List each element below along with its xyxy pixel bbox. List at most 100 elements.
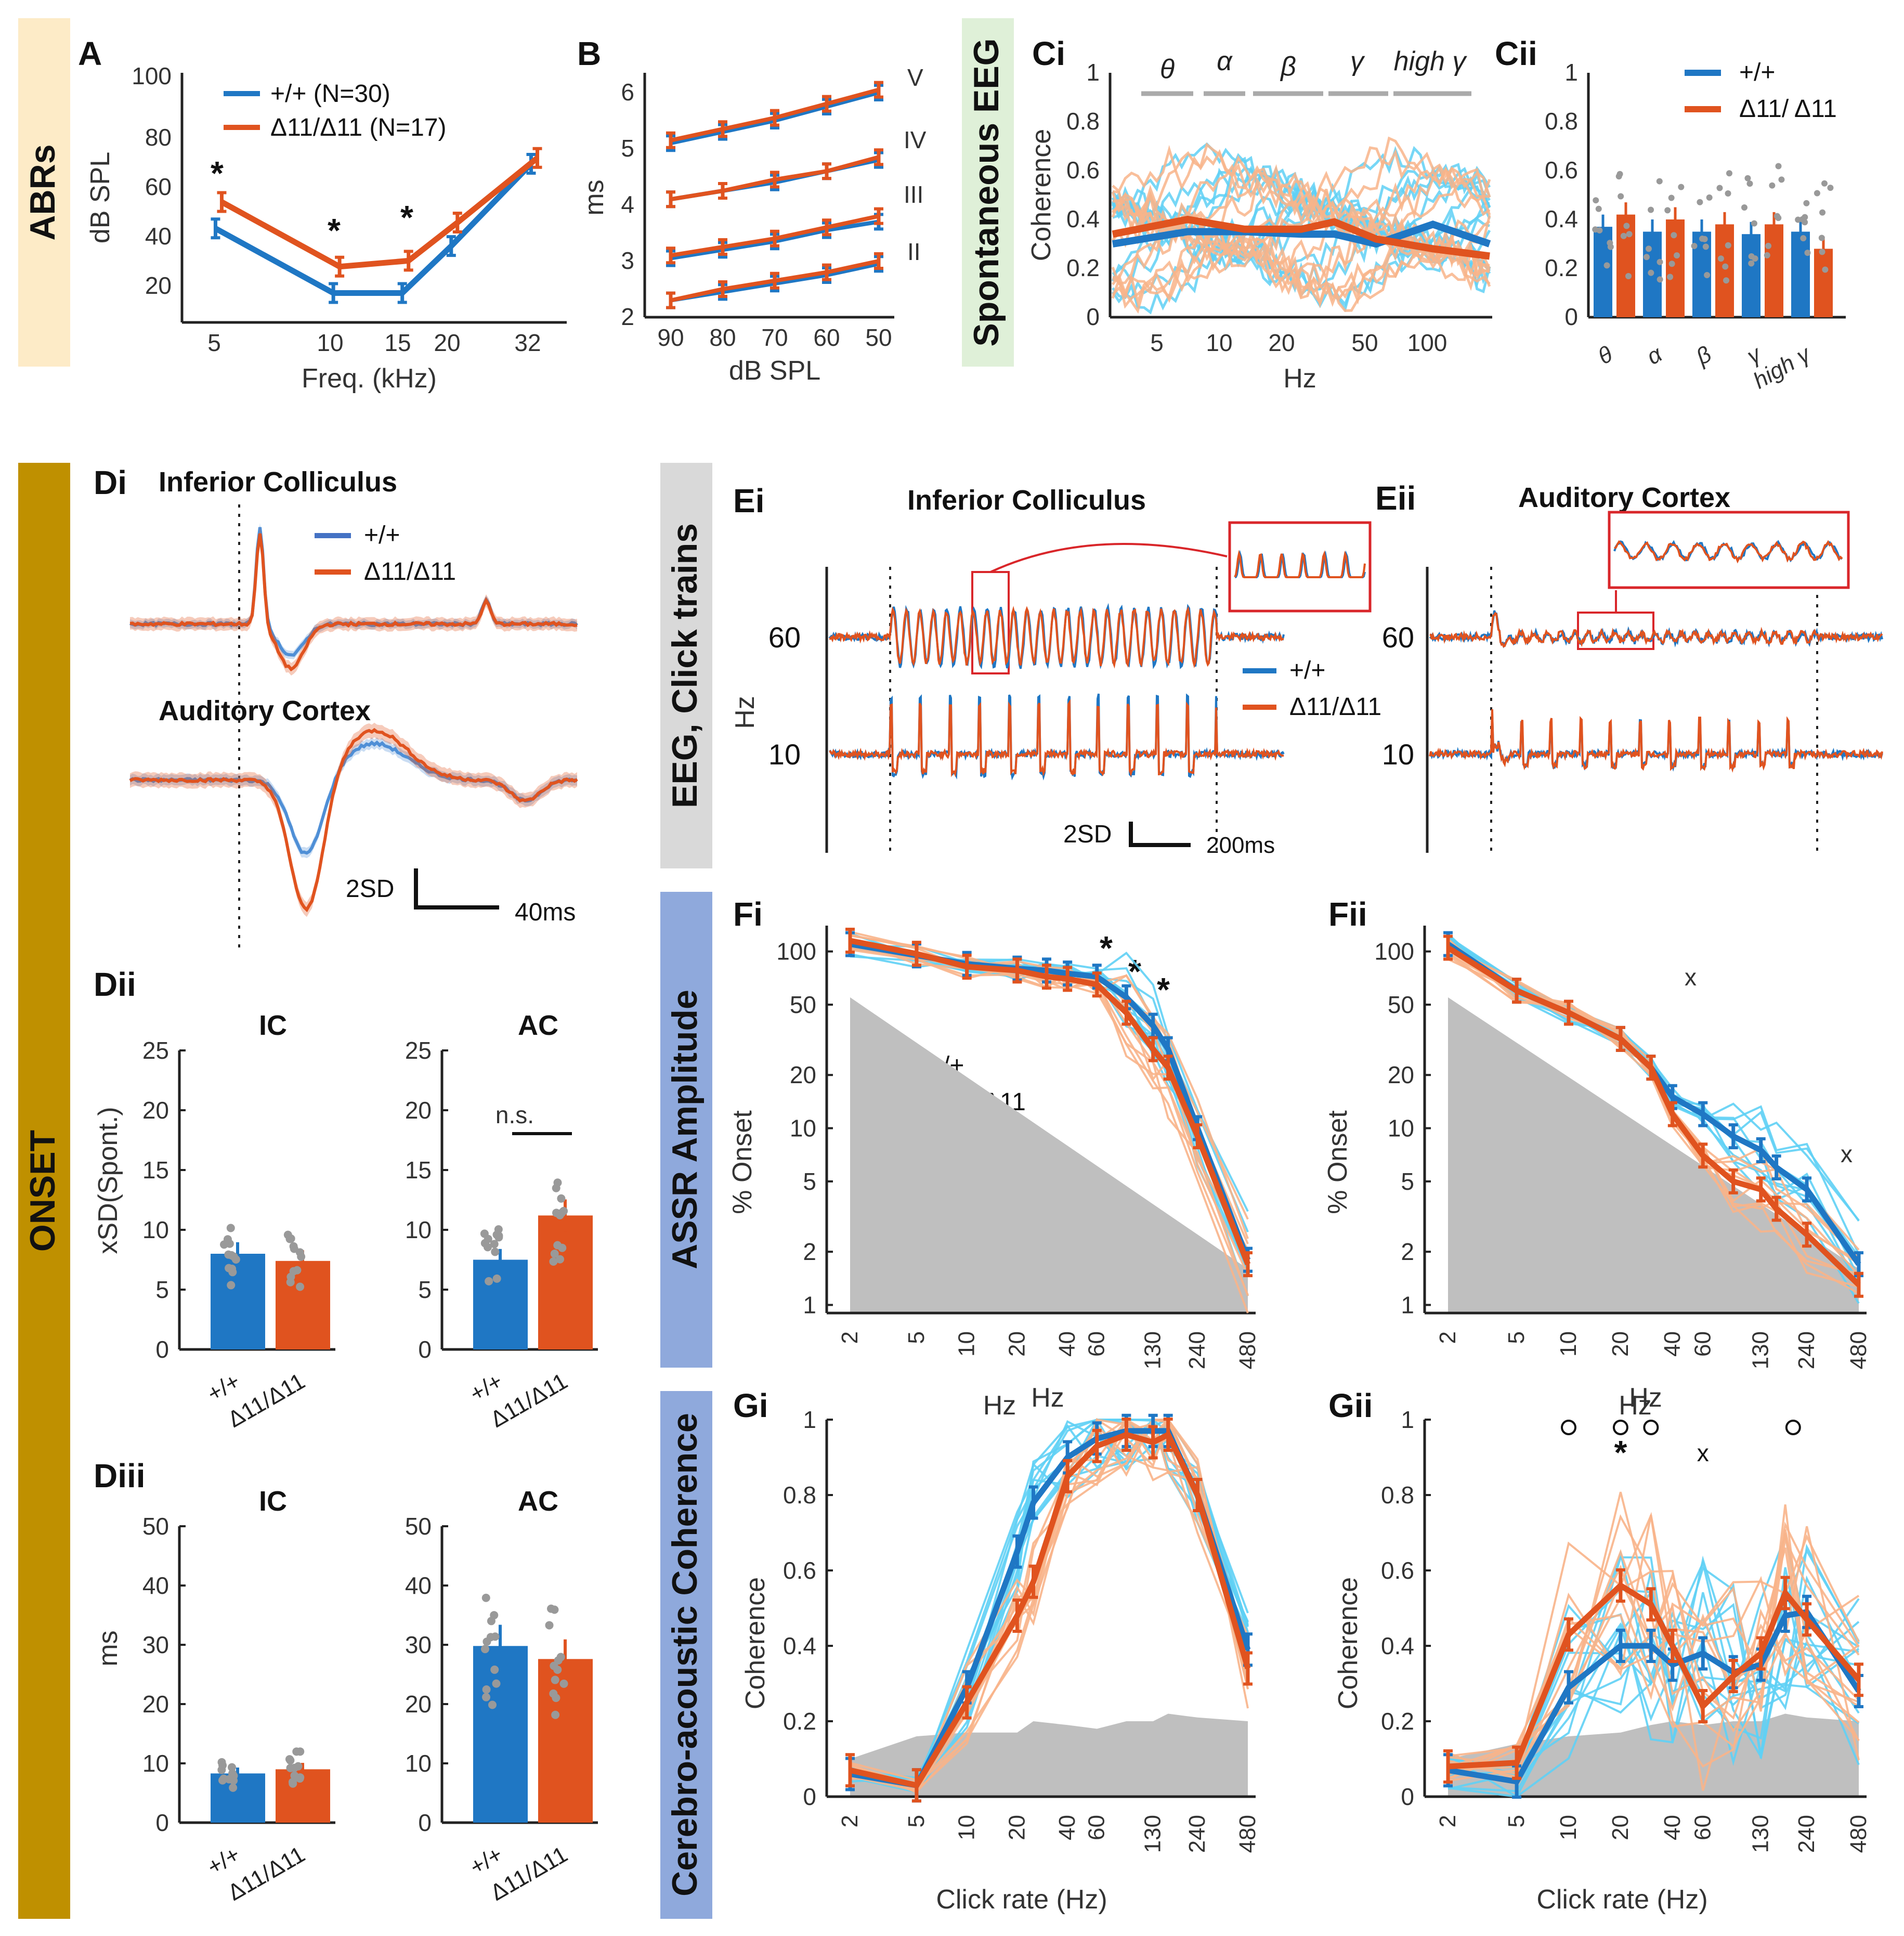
panel-dii: Dii IC AC xSD(Spont.) n.s. 0 5 10 15 20 25 +/+…: [93, 966, 598, 1433]
panel-fii-mark: x: [1841, 1140, 1853, 1167]
panel-eii-trace: [1429, 612, 1883, 648]
panel-gii-individual-line: [1447, 1504, 1859, 1757]
panel-diii-title-ac: AC: [518, 1486, 558, 1517]
panel-gi-xtick: 480: [1235, 1815, 1260, 1853]
panel-cii-dot: [1717, 255, 1724, 262]
panel-fi-xtick: 60: [1084, 1331, 1110, 1357]
panel-ci-ytick: 0.2: [1066, 254, 1100, 281]
panel-diii-dot: [295, 1774, 304, 1783]
panel-gii-individual-line: [1447, 1547, 1860, 1781]
panel-ci-band-label: α: [1217, 46, 1233, 76]
panel-cii-bar: [1791, 231, 1810, 317]
panel-dii-dot: [492, 1274, 501, 1283]
panel-diii-dot: [551, 1675, 559, 1684]
panel-cii-dot: [1818, 235, 1825, 241]
panel-gii-xtick: 130: [1748, 1815, 1773, 1853]
panel-dii-ytick: 5: [155, 1276, 169, 1303]
panel-diii-dot: [218, 1761, 227, 1770]
panel-dii-ytick: 15: [405, 1157, 432, 1184]
panel-cii-dot: [1774, 213, 1781, 219]
panel-ei-trace: [829, 699, 1284, 777]
panel-diii-ytick: 10: [142, 1750, 169, 1777]
panel-fi-xtick: 20: [1004, 1331, 1029, 1357]
panel-dii-dot: [557, 1209, 566, 1217]
panel-fii-individual-line: [1447, 958, 1860, 1265]
panel-cii-dot: [1827, 185, 1834, 191]
panel-a-legend-mut: Δ11/Δ11 (N=17): [270, 114, 447, 141]
panel-fii-mean-line: [1446, 945, 1861, 1287]
panel-di-legend-wt: +/+: [364, 522, 400, 549]
panel-fii-xtick: 20: [1608, 1331, 1633, 1357]
panel-gii-ylabel: Coherence: [1333, 1577, 1363, 1709]
panel-fii-xlabel: Hz: [1629, 1383, 1662, 1413]
panel-cii-ytick: 0: [1564, 303, 1578, 330]
panel-dii-dot: [224, 1250, 233, 1259]
panel-eii-row-label: 60: [1382, 621, 1414, 654]
panel-a-legend-wt: +/+ (N=30): [270, 80, 390, 108]
panel-diii-dot: [228, 1763, 237, 1772]
panel-cii-dot: [1803, 200, 1810, 206]
panel-cii-dot: [1678, 184, 1685, 190]
panel-b-xlabel: dB SPL: [729, 356, 820, 386]
panel-di-ic-mut-sem: [130, 527, 577, 676]
panel-diii-dot: [490, 1611, 499, 1620]
panel-cii-legend-wt: +/+: [1739, 59, 1775, 86]
panel-gii-ytick: 0.2: [1381, 1708, 1414, 1735]
panel-gii-mark-circle: [1560, 1420, 1576, 1435]
panel-cii-dot: [1725, 242, 1731, 249]
panel-b-ytick: 6: [621, 79, 634, 106]
abr-band: [18, 18, 70, 367]
panel-cii-dot: [1748, 260, 1755, 267]
panel-dii-dot: [558, 1243, 567, 1252]
panel-cii-dot: [1697, 199, 1703, 205]
panel-fi-noise-floor: [850, 997, 1248, 1313]
panel-gii-ytick: 0: [1401, 1783, 1414, 1810]
panel-fii-ytick: 2: [1401, 1238, 1414, 1265]
panel-ci-individual-mut: [1111, 230, 1491, 309]
panel-a-star: *: [328, 212, 341, 249]
panel-gi-xtick: 240: [1184, 1815, 1210, 1853]
panel-gi-ytick: 1: [803, 1406, 816, 1433]
cac-band-label: Cerebro-acoustic Coherence: [665, 1413, 705, 1896]
panel-cii-dot: [1643, 254, 1650, 261]
panel-cii-ytick: 1: [1564, 59, 1578, 86]
panel-cii-dot: [1595, 205, 1602, 212]
panel-gi-xtick: 40: [1054, 1815, 1080, 1840]
panel-a: A 20 40 60 80 100 5 10 15 20 32 Freq. (k…: [78, 35, 567, 394]
panel-cii-dot: [1704, 271, 1711, 278]
panel-fi-ytick: 20: [790, 1061, 816, 1088]
panel-gii-mark: *: [1614, 1434, 1627, 1471]
panel-cii-bar: [1742, 234, 1760, 317]
panel-cii-dot: [1802, 219, 1808, 226]
panel-diii-dot: [553, 1665, 562, 1674]
panel-gi-xtick: 5: [904, 1815, 929, 1827]
panel-cii-dot: [1702, 243, 1709, 250]
panel-cii-dot: [1699, 236, 1706, 242]
panel-cii-dot: [1804, 250, 1811, 256]
panel-fi-xtick: 480: [1235, 1331, 1260, 1369]
panel-ei-row-label: 10: [768, 738, 801, 771]
panel-ci-ytick: 0.6: [1066, 157, 1100, 184]
panel-gii-xtick: 20: [1608, 1815, 1633, 1840]
panel-b: B 2 3 4 5 6 90 80 70 60 50 dB SPL ms V I…: [577, 35, 927, 386]
panel-ci-ytick: 0.8: [1066, 108, 1100, 135]
panel-gi-xtick: 2: [837, 1815, 863, 1827]
panel-dii-dot: [289, 1242, 298, 1251]
panel-a-star: *: [211, 154, 224, 192]
panel-fii-ytick: 1: [1401, 1291, 1414, 1318]
panel-b-wave-label: III: [904, 181, 923, 208]
panel-a-ytick: 20: [145, 272, 172, 299]
panel-gi: Gi Coherence Click rate (Hz) 0 0.2 0.4 0.6 0…: [733, 1387, 1260, 1915]
panel-dii-ytick: 25: [405, 1037, 432, 1064]
panel-diii-ytick: 30: [142, 1631, 169, 1658]
panel-a-ytick: 100: [132, 62, 172, 89]
panel-fii-mark: x: [1685, 964, 1697, 991]
panel-gi-ylabel: Coherence: [740, 1577, 771, 1709]
panel-b-xtick: 80: [709, 324, 736, 351]
panel-dii-dot: [296, 1282, 305, 1291]
panel-diii-dot: [294, 1762, 303, 1771]
panel-dii-dot: [485, 1277, 493, 1285]
panel-dii-dot: [286, 1272, 295, 1281]
panel-ci-individual-mut: [1111, 164, 1491, 236]
